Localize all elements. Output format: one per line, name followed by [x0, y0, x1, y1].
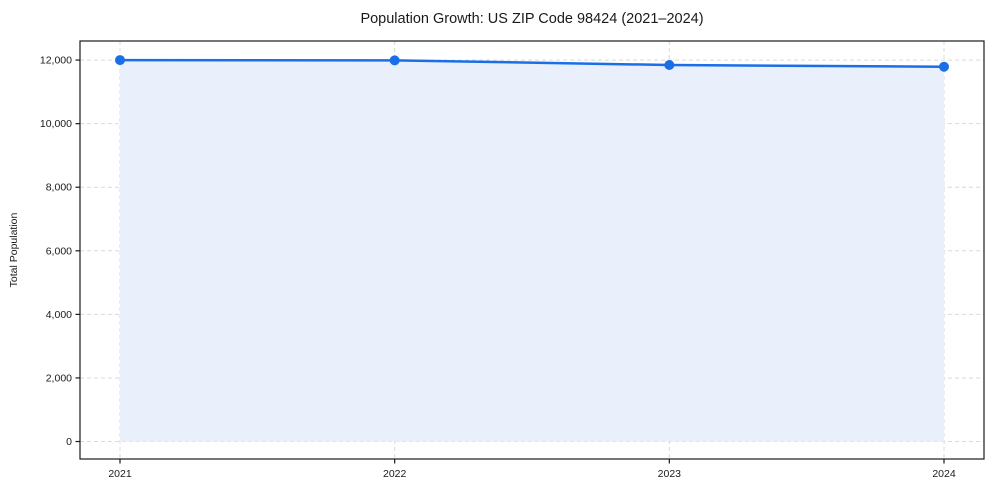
data-point-marker — [939, 61, 949, 72]
y-axis-label: Total Population — [8, 212, 20, 287]
y-tick-label: 2,000 — [46, 372, 72, 384]
x-tick-label: 2021 — [108, 468, 132, 480]
x-tick-label: 2024 — [932, 468, 956, 480]
tick-marks — [75, 59, 945, 464]
series-line — [118, 58, 946, 68]
data-point-marker — [664, 59, 675, 70]
area-fill — [120, 60, 944, 442]
y-axis-tick-labels: 0 2,000 4,000 6,000 8,000 10,000 12,000 — [40, 55, 72, 448]
area-fill-shape — [120, 60, 944, 442]
x-axis-tick-labels: 2021 2022 2023 2024 — [108, 468, 956, 480]
y-tick-label: 10,000 — [40, 118, 72, 130]
y-tick-label: 4,000 — [46, 309, 72, 321]
data-point-marker — [115, 55, 125, 66]
data-point-marker — [389, 55, 400, 66]
plot-frame — [79, 40, 985, 460]
y-tick-label: 8,000 — [46, 182, 72, 194]
y-tick-label: 0 — [66, 436, 72, 448]
y-tick-label: 6,000 — [46, 245, 72, 257]
data-points — [115, 55, 949, 72]
data-line — [118, 58, 946, 68]
chart-title: Population Growth: US ZIP Code 98424 (20… — [360, 11, 703, 27]
y-tick-label: 12,000 — [40, 55, 72, 67]
x-tick-label: 2023 — [658, 468, 682, 480]
x-tick-label: 2022 — [383, 468, 407, 480]
